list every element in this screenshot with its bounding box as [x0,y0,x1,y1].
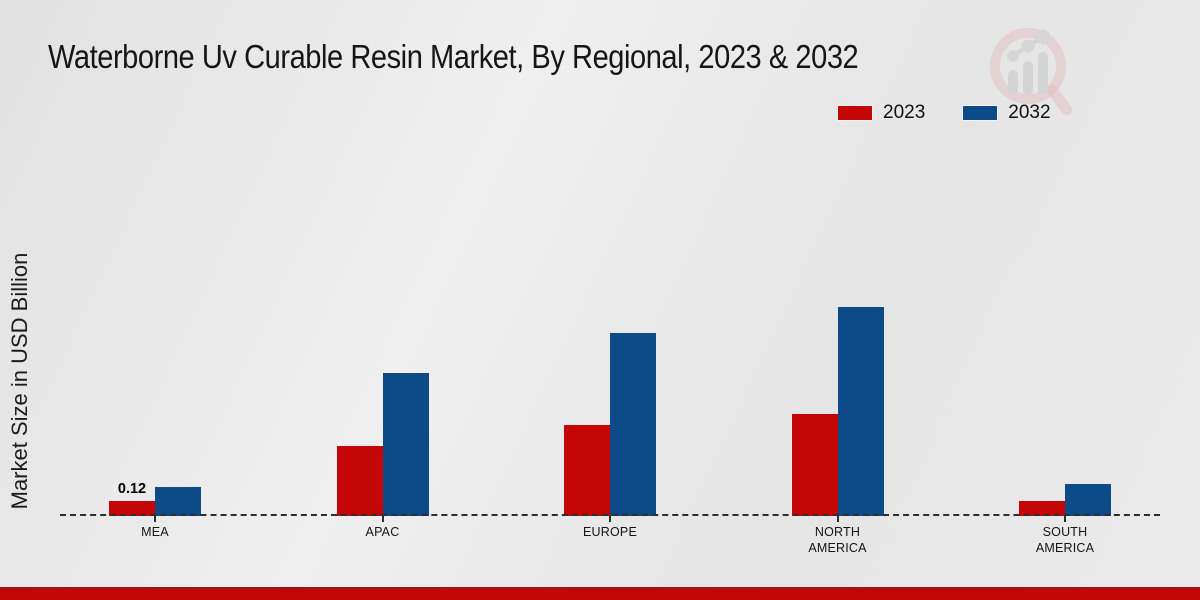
bar-2023-europe [564,425,610,516]
x-axis-label-north-america: NORTH AMERICA [808,525,867,556]
x-axis-baseline [60,514,1160,516]
bar-2023-north-america [791,414,838,516]
value-label-2023-mea: 0.12 [117,481,147,497]
legend-swatch-2032 [963,106,998,120]
x-axis-tick-mea [154,516,156,522]
x-axis-tick-north-america [836,516,839,522]
x-axis-tick-europe [609,516,611,522]
chart-title: Waterborne Uv Curable Resin Market, By R… [48,38,859,75]
bar-2032-europe [610,333,656,516]
bar-2032-apac [382,373,429,516]
bar-2023-apac [336,446,383,516]
bar-2032-south-america [1065,484,1111,516]
legend-swatch-2023 [838,106,872,120]
bar-2032-mea [155,487,201,516]
bar-2032-north-america [837,307,884,516]
bar-2023-south-america [1019,501,1065,516]
x-axis-label-mea: MEA [141,525,169,539]
legend-label-2023: 2023 [883,102,926,123]
y-axis-label: Market Size in USD Billion [7,252,32,510]
legend-item-2032: 2032 [963,102,1051,124]
x-axis-label-europe: EUROPE [583,525,637,539]
bar-2023-mea [109,501,155,516]
footer-accent-bar [0,587,1200,600]
legend-label-2032: 2032 [1008,102,1051,123]
x-axis-tick-south-america [1064,516,1066,522]
legend: 2023 2032 [838,102,1051,124]
x-axis-tick-apac [381,516,384,522]
x-axis-label-south-america: SOUTH AMERICA [1035,525,1095,556]
legend-item-2023: 2023 [838,102,925,124]
market-research-logo-icon [990,28,1073,116]
x-axis-label-apac: APAC [365,525,400,539]
